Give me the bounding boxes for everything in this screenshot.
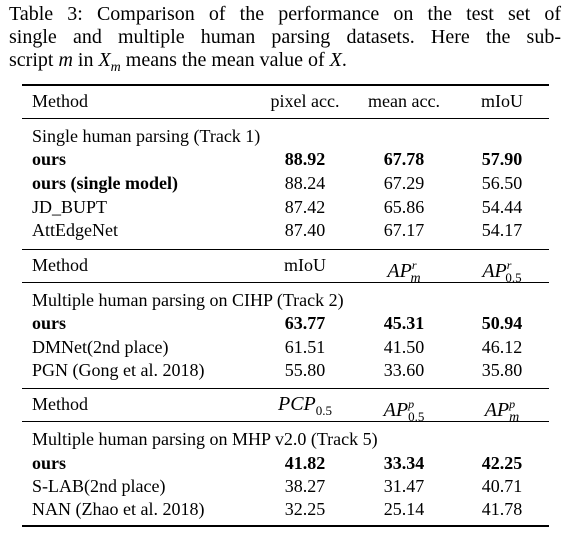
table-cell: ours (32, 453, 67, 473)
table-cell: 40.71 (481, 476, 523, 496)
table-cell: 46.12 (481, 337, 523, 357)
table-row: AttEdgeNet 87.40 67.17 54.17 (22, 218, 549, 242)
table-cell: 54.17 (481, 220, 523, 240)
table-row: DMNet(2nd place) 61.51 41.50 46.12 (22, 335, 549, 359)
table-cell: 31.47 (383, 476, 425, 496)
rule (22, 388, 549, 389)
rule (22, 421, 549, 422)
table-cell: Single human parsing (Track 1) (32, 126, 261, 146)
table-cell: ours (32, 313, 67, 333)
table-row: ours 88.92 67.78 57.90 (22, 147, 549, 171)
table-cell: PCP (277, 393, 316, 415)
rule (22, 118, 549, 119)
table-cell: APpm (457, 392, 547, 430)
table-row: ours 41.82 33.34 42.25 (22, 451, 549, 475)
top-rule (22, 84, 549, 86)
table-cell: PCP0.5 (260, 392, 350, 423)
table-cell: 87.40 (284, 220, 326, 240)
table-cell: 63.77 (284, 313, 326, 333)
table-row: ours (single model) 88.24 67.29 56.50 (22, 171, 549, 195)
table-cell: mIoU (284, 255, 326, 275)
table-cell: 25.14 (383, 499, 425, 519)
table-cell: 35.80 (481, 360, 523, 380)
table-cell: 0.5 (408, 409, 425, 424)
table-row: NAN (Zhao et al. 2018) 32.25 25.14 41.78 (22, 497, 549, 521)
header-mean-acc: mean acc. (368, 91, 440, 111)
table-cell: m (410, 271, 421, 286)
table-cell: AttEdgeNet (32, 220, 118, 240)
table-cell: 45.31 (383, 313, 425, 333)
table-cell: 88.24 (284, 173, 326, 193)
table-cell: ours (32, 149, 67, 169)
table-cell: ours (single model) (32, 173, 178, 193)
section-title-track2: Multiple human parsing on CIHP (Track 2) (22, 288, 549, 312)
table-cell: Method (32, 394, 88, 414)
table-cell: 54.44 (481, 197, 523, 217)
table-cell: AP (482, 260, 507, 282)
table-cell: AP (484, 399, 510, 421)
table-cell: m (509, 410, 520, 425)
table-cell: Multiple human parsing on MHP v2.0 (Trac… (32, 429, 378, 449)
table-cell: 55.80 (284, 360, 326, 380)
table-cell: 0.5 (505, 270, 522, 285)
table-row: JD_BUPT 87.42 65.86 54.44 (22, 195, 549, 219)
table-cell: 0.5 (315, 403, 333, 418)
caption-line-3: script m in Xm means the mean value of X… (9, 49, 347, 75)
table-cell: 65.86 (383, 197, 425, 217)
table-cell: 42.25 (481, 453, 523, 473)
header-miou: mIoU (481, 91, 523, 111)
table-cell: APp0.5 (358, 392, 450, 429)
table-row: S-LAB(2nd place) 38.27 31.47 40.71 (22, 474, 549, 498)
section-title-track5: Multiple human parsing on MHP v2.0 (Trac… (22, 427, 549, 451)
table-cell: 41.82 (284, 453, 326, 473)
table-cell: 87.42 (284, 197, 326, 217)
table-cell: Multiple human parsing on CIHP (Track 2) (32, 290, 344, 310)
table-cell: 33.34 (383, 453, 425, 473)
table-cell: JD_BUPT (32, 197, 108, 217)
table-cell: 67.29 (383, 173, 425, 193)
header-pixel-acc: pixel acc. (270, 91, 340, 111)
table-cell: APr0.5 (457, 253, 547, 290)
section-title-track1: Single human parsing (Track 1) (22, 124, 549, 148)
table-cell: r (411, 258, 417, 272)
table-cell: 56.50 (481, 173, 523, 193)
table-cell: p (408, 397, 415, 411)
table-cell: Method (32, 255, 88, 275)
table-cell: PGN (Gong et al. 2018) (32, 360, 205, 380)
table-cell: APrm (358, 253, 450, 291)
table-cell: 41.78 (481, 499, 523, 519)
caption-line-2: single and multiple human parsing datase… (9, 26, 561, 48)
table-cell: 32.25 (284, 499, 326, 519)
table-cell: 61.51 (284, 337, 326, 357)
table-cell: 88.92 (284, 149, 326, 169)
rule (22, 282, 549, 283)
caption-line-1: Table 3: Comparison of the performance o… (9, 3, 561, 25)
table-cell: AP (383, 399, 409, 421)
table-cell: S-LAB(2nd place) (32, 476, 166, 496)
table-header-row: Method pixel acc. mean acc. mIoU (22, 89, 549, 113)
table-cell: 41.50 (383, 337, 425, 357)
table-cell: AP (387, 260, 412, 282)
table-cell: 38.27 (284, 476, 326, 496)
bottom-rule (22, 525, 549, 527)
table-cell: p (509, 397, 516, 411)
header-method: Method (32, 91, 88, 111)
table-cell: 33.60 (383, 360, 425, 380)
table-cell: NAN (Zhao et al. 2018) (32, 499, 205, 519)
table-cell: 67.17 (383, 220, 425, 240)
table-row: PGN (Gong et al. 2018) 55.80 33.60 35.80 (22, 358, 549, 382)
table-header-row: Method PCP0.5 APp0.5 APpm (22, 392, 549, 425)
table-cell: DMNet(2nd place) (32, 337, 169, 357)
table-row: ours 63.77 45.31 50.94 (22, 311, 549, 335)
table-cell: r (506, 258, 512, 272)
table-caption: Table 3: Comparison of the performance o… (9, 3, 561, 79)
table-cell: 57.90 (481, 149, 523, 169)
table-cell: 67.78 (383, 149, 425, 169)
rule (22, 249, 549, 250)
table-header-row: Method mIoU APrm APr0.5 (22, 253, 549, 286)
table-cell: 50.94 (481, 313, 523, 333)
